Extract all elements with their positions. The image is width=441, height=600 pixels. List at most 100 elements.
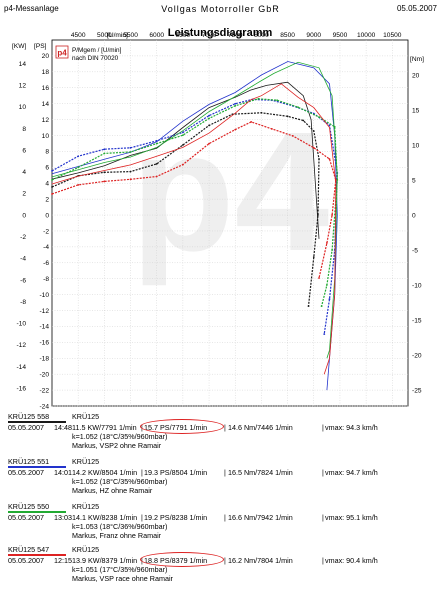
column-separator: | — [141, 513, 143, 522]
run-id: KRÜ125 550 — [8, 502, 50, 511]
ps-tick-label: 10 — [42, 133, 50, 140]
column-separator: | — [141, 468, 143, 477]
x-tick-top-label: 4500 — [71, 32, 86, 39]
column-separator: | — [322, 423, 324, 432]
torque-point — [297, 106, 299, 109]
x-tick-top-label: 8500 — [280, 32, 295, 39]
x-tick-top-label: 7000 — [202, 32, 217, 39]
nm-tick-label: 20 — [412, 72, 420, 79]
run-vmax: vmax: 95.1 km/h — [325, 513, 378, 522]
run-rider: Markus, HZ ohne Ramair — [72, 486, 153, 495]
torque-point — [129, 178, 132, 181]
ps-tick-label: 14 — [42, 101, 50, 108]
torque-point — [155, 175, 158, 178]
x-tick-top-label: 10000 — [357, 32, 376, 39]
power-curve-2 — [51, 61, 338, 391]
torque-point — [51, 170, 53, 172]
kw-tick-label: 10 — [19, 104, 27, 111]
ps-tick-label: 4 — [45, 181, 49, 188]
run-id: KRÜ125 558 — [8, 412, 50, 421]
torque-point — [208, 117, 210, 120]
run-peak-kw: 14.2 KW/8504 1/min — [72, 468, 138, 477]
torque-point — [257, 97, 260, 100]
header-date: 05.05.2007 — [396, 4, 437, 13]
run-peak-kw: 14.1 KW/8238 1/min — [72, 513, 138, 522]
ps-tick-label: -12 — [39, 308, 49, 315]
kw-tick-label: -2 — [20, 234, 26, 241]
kw-tick-label: -10 — [16, 321, 26, 328]
kw-tick-label: -4 — [20, 256, 26, 263]
run-rider: Markus, VSP race ohne Ramair — [72, 574, 173, 583]
ps-tick-label: -2 — [43, 228, 49, 235]
run-peak-kw: 11.5 KW/7791 1/min — [72, 423, 137, 432]
kw-tick-label: -6 — [20, 277, 26, 284]
torque-point — [51, 186, 53, 188]
torque-point — [103, 180, 106, 183]
torque-point — [270, 128, 273, 130]
highlight-circle — [140, 419, 224, 434]
run-model: KRÜ125 — [72, 457, 100, 466]
ps-tick-label: 18 — [42, 69, 50, 76]
nm-tick-label: -15 — [412, 317, 422, 324]
ps-axis-label: [PS] — [34, 43, 47, 50]
column-separator: | — [322, 468, 324, 477]
kw-tick-label: 6 — [22, 147, 26, 154]
run-peak-nm: 16.5 Nm/7824 1/min — [228, 468, 293, 477]
torque-point — [103, 171, 106, 174]
torque-point — [331, 249, 333, 251]
torque-point — [333, 125, 336, 128]
torque-point — [181, 163, 184, 166]
ps-tick-label: 6 — [45, 165, 49, 172]
run-peak-nm: 16.2 Nm/7804 1/min — [228, 556, 293, 565]
nm-tick-label: -20 — [412, 352, 422, 359]
ps-tick-label: -8 — [43, 276, 49, 283]
kw-tick-label: -16 — [16, 385, 26, 392]
logo-text: p4 — [57, 49, 67, 58]
run-date: 05.05.2007 — [8, 468, 44, 477]
ps-tick-label: -24 — [39, 403, 49, 410]
torque-point — [181, 144, 184, 146]
torque-point — [77, 166, 80, 169]
run-peak-ps: 19.2 PS/8238 1/min — [144, 513, 208, 522]
run-date: 05.05.2007 — [8, 556, 44, 565]
column-separator: | — [322, 556, 324, 565]
run-correction: k=1.053 (18°C/36%/960mbar) — [72, 522, 168, 531]
run-date: 05.05.2007 — [8, 513, 44, 522]
torque-point — [318, 116, 320, 118]
power-curve-4 — [51, 83, 337, 375]
logo-box — [55, 45, 69, 59]
ps-tick-label: -10 — [39, 292, 49, 299]
torque-point — [77, 155, 80, 158]
run-peak-kw: 13.9 KW/8379 1/min — [72, 556, 138, 565]
run-id: KRÜ125 547 — [8, 545, 50, 554]
chart-title: Leistungsdiagramm — [168, 27, 273, 39]
run-time: 12:15 — [54, 556, 72, 565]
torque-point — [331, 214, 333, 216]
torque-point — [234, 104, 237, 107]
run-color-swatch — [8, 421, 66, 423]
nm-tick-label: -25 — [412, 387, 422, 394]
column-separator: | — [224, 513, 226, 522]
torque-point — [129, 146, 132, 149]
torque-point — [307, 305, 310, 307]
run-color-swatch — [8, 511, 66, 513]
run-color-swatch — [8, 466, 66, 468]
torque-point — [234, 102, 237, 105]
torque-point — [336, 179, 339, 181]
header-left: p4-Messanlage — [4, 4, 59, 13]
chart-subtitle-2: nach DIN 70020 — [72, 55, 119, 62]
ps-tick-label: 20 — [42, 53, 50, 60]
torque-point — [318, 158, 320, 160]
x-tick-top-label: 10500 — [383, 32, 402, 39]
run-peak-nm: 16.6 Nm/7942 1/min — [228, 513, 293, 522]
kw-axis-label: [KW] — [12, 43, 26, 50]
run-time: 13:03 — [54, 513, 72, 522]
nm-tick-label: 10 — [412, 142, 420, 149]
x-tick-top-label: 6000 — [149, 32, 164, 39]
torque-point — [286, 115, 289, 118]
x-tick-top-label: 5500 — [123, 32, 138, 39]
nm-tick-label: 15 — [412, 107, 420, 114]
nm-axis-label: [Nm] — [410, 56, 424, 63]
torque-point — [260, 111, 263, 114]
torque-point — [129, 151, 132, 153]
